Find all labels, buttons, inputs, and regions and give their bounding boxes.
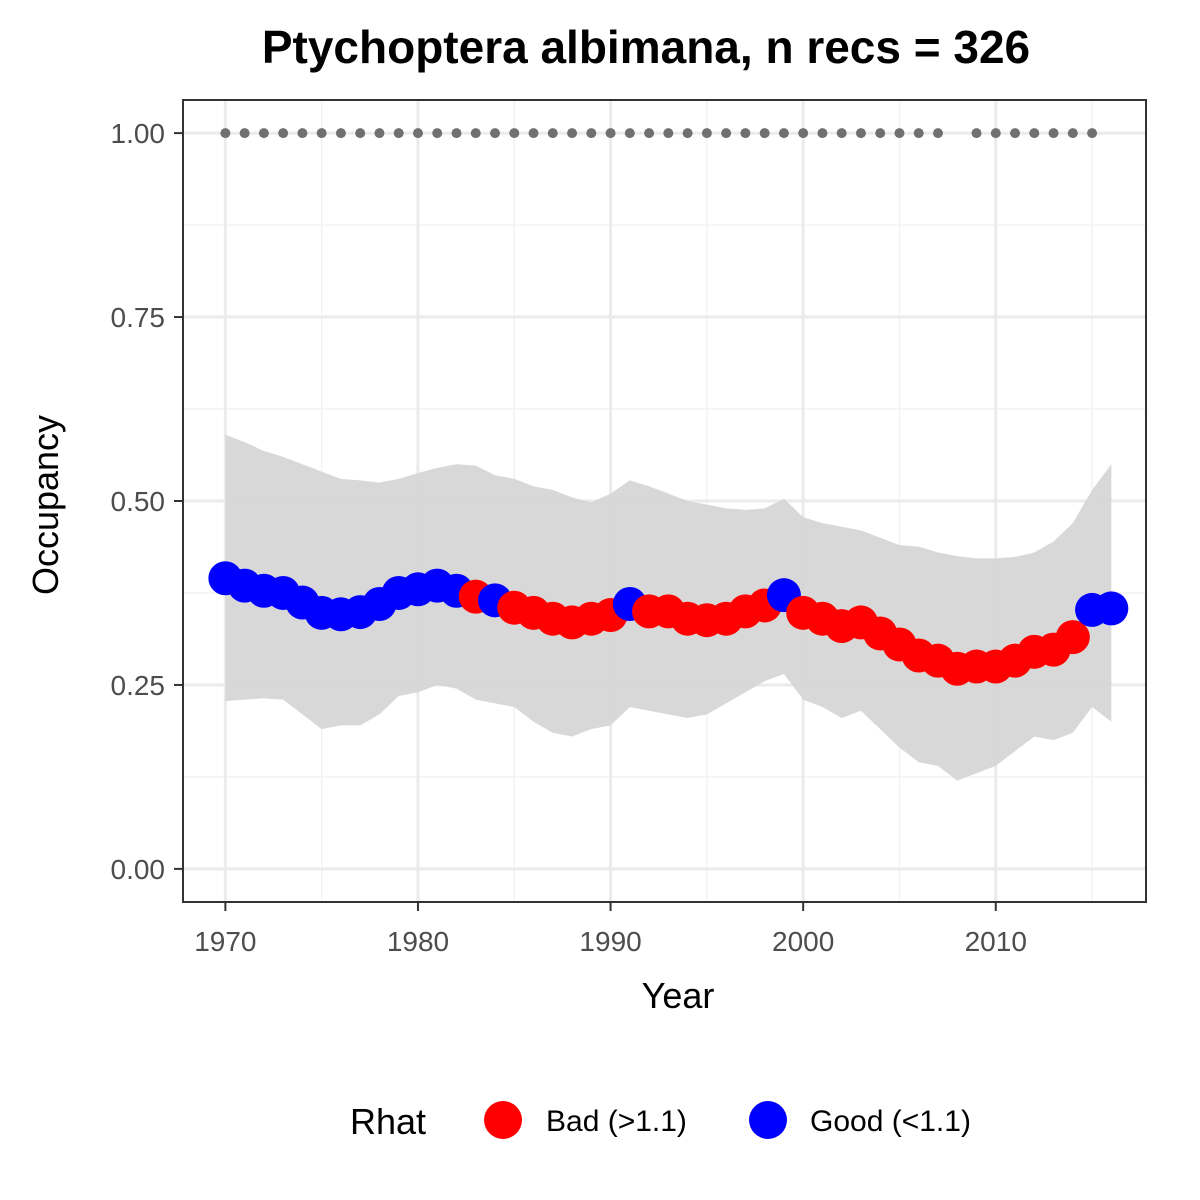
record-dot [355,128,366,139]
record-dot [335,128,346,139]
record-dot [393,128,404,139]
occupancy-point-good [1094,591,1129,626]
record-dot [778,128,789,139]
record-dot [432,128,443,139]
record-dot [1029,128,1040,139]
record-dot [932,128,943,139]
legend-title: Rhat [350,1101,426,1142]
record-dot [682,128,693,139]
record-dot [855,128,866,139]
chart-title: Ptychoptera albimana, n recs = 326 [262,21,1030,73]
record-dot [644,128,655,139]
x-tick-label: 1990 [579,926,641,957]
legend-label-bad: Bad (>1.1) [546,1105,687,1138]
record-dot [278,128,289,139]
record-dot [547,128,558,139]
record-dot [605,128,616,139]
record-dot [1010,128,1021,139]
record-dot [913,128,924,139]
occupancy-point-bad [1055,620,1090,655]
y-tick-label: 0.75 [111,302,166,333]
record-dot [374,128,385,139]
legend-label-good: Good (<1.1) [810,1105,971,1138]
y-tick-label: 0.00 [111,854,166,885]
x-axis: 1970 1980 1990 2000 2010 [194,902,1027,957]
y-axis: 0.00 0.25 0.50 0.75 1.00 [111,118,183,885]
record-dot [971,128,982,139]
record-dot [817,128,828,139]
record-dot [894,128,905,139]
record-dot [701,128,712,139]
record-dot [875,128,886,139]
record-dot [412,128,423,139]
record-dot [528,128,539,139]
legend-key-bad [484,1101,522,1139]
y-axis-title: Occupancy [25,415,66,595]
record-dot [490,128,501,139]
record-dot [1048,128,1059,139]
occupancy-points-layer [208,561,1129,686]
record-dot [798,128,809,139]
record-dot [721,128,732,139]
x-tick-label: 2000 [772,926,834,957]
record-dot [509,128,520,139]
legend: Rhat Bad (>1.1) Good (<1.1) [350,1101,971,1142]
y-tick-label: 0.50 [111,486,166,517]
x-tick-label: 1970 [194,926,256,957]
x-tick-label: 2010 [965,926,1027,957]
record-dot [663,128,674,139]
record-dot [740,128,751,139]
records-dots-layer [220,128,1098,139]
record-dot [239,128,250,139]
record-dot [297,128,308,139]
x-axis-title: Year [642,975,715,1016]
record-dot [836,128,847,139]
legend-key-good [749,1101,787,1139]
record-dot [470,128,481,139]
record-dot [1067,128,1078,139]
record-dot [258,128,269,139]
record-dot [624,128,635,139]
y-tick-label: 1.00 [111,118,166,149]
record-dot [586,128,597,139]
record-dot [316,128,327,139]
y-tick-label: 0.25 [111,670,166,701]
record-dot [1087,128,1098,139]
record-dot [451,128,462,139]
record-dot [759,128,770,139]
record-dot [567,128,578,139]
record-dot [220,128,231,139]
record-dot [990,128,1001,139]
x-tick-label: 1980 [387,926,449,957]
